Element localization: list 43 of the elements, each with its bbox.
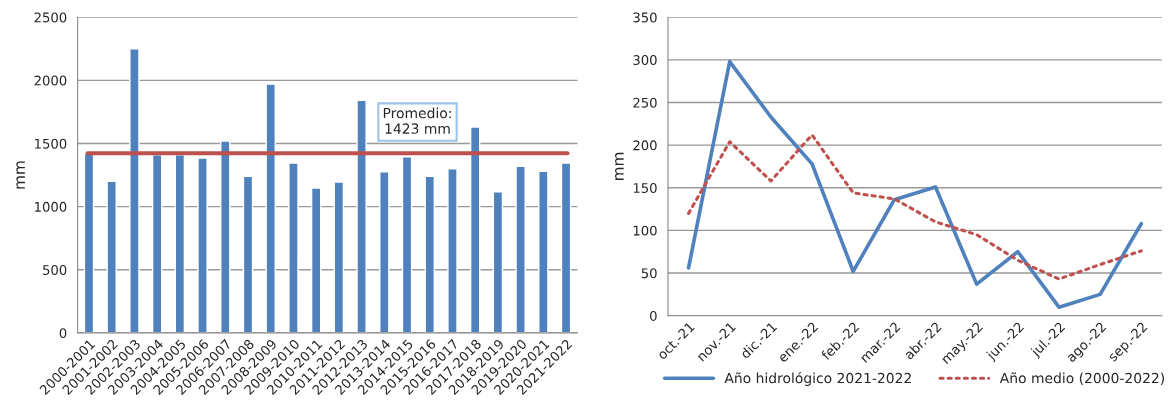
y-tick-label: 50 <box>641 268 657 279</box>
bar <box>560 162 572 333</box>
bar <box>333 181 345 333</box>
y-tick-label: 0 <box>59 328 67 339</box>
bar <box>356 99 367 333</box>
bar <box>220 140 231 333</box>
bar <box>424 175 435 333</box>
bar <box>265 83 276 333</box>
y-tick-label: 150 <box>633 183 657 193</box>
bar <box>538 170 549 333</box>
y-tick-label: 100 <box>633 225 657 236</box>
bar <box>129 48 140 333</box>
y-tick-label: 300 <box>633 55 657 66</box>
bar <box>379 171 390 333</box>
bar <box>515 165 526 333</box>
y-tick-label: 2000 <box>34 75 67 86</box>
y-tick-label: 500 <box>43 265 67 275</box>
y-tick-label: 350 <box>633 12 657 23</box>
y-tick-label: 1000 <box>35 201 67 212</box>
line-series <box>687 133 1143 281</box>
legend-label: Año hidrológico 2021-2022 <box>724 372 911 386</box>
bar <box>197 157 208 333</box>
bar <box>83 152 95 333</box>
y-tick-label: 200 <box>633 140 657 151</box>
bar <box>310 187 322 333</box>
legend-label: Año medio (2000-2022) <box>999 372 1164 385</box>
bar <box>242 175 254 333</box>
y-axis-title: mm <box>16 161 25 189</box>
y-tick-label: 250 <box>633 97 657 108</box>
y-tick-label: 2500 <box>34 12 67 23</box>
bar <box>447 168 458 333</box>
bar <box>469 126 481 333</box>
bar <box>401 156 413 333</box>
bar <box>492 191 504 333</box>
y-axis-title: mm <box>615 152 624 180</box>
y-tick-label: 1500 <box>35 138 67 149</box>
y-tick-label: 0 <box>650 310 657 321</box>
ref-line-label: Promedio: 1423 mm <box>383 107 451 134</box>
bar <box>174 154 186 333</box>
bar <box>288 162 299 333</box>
line-series <box>686 59 1144 309</box>
bar <box>106 180 117 333</box>
bar <box>151 154 163 333</box>
